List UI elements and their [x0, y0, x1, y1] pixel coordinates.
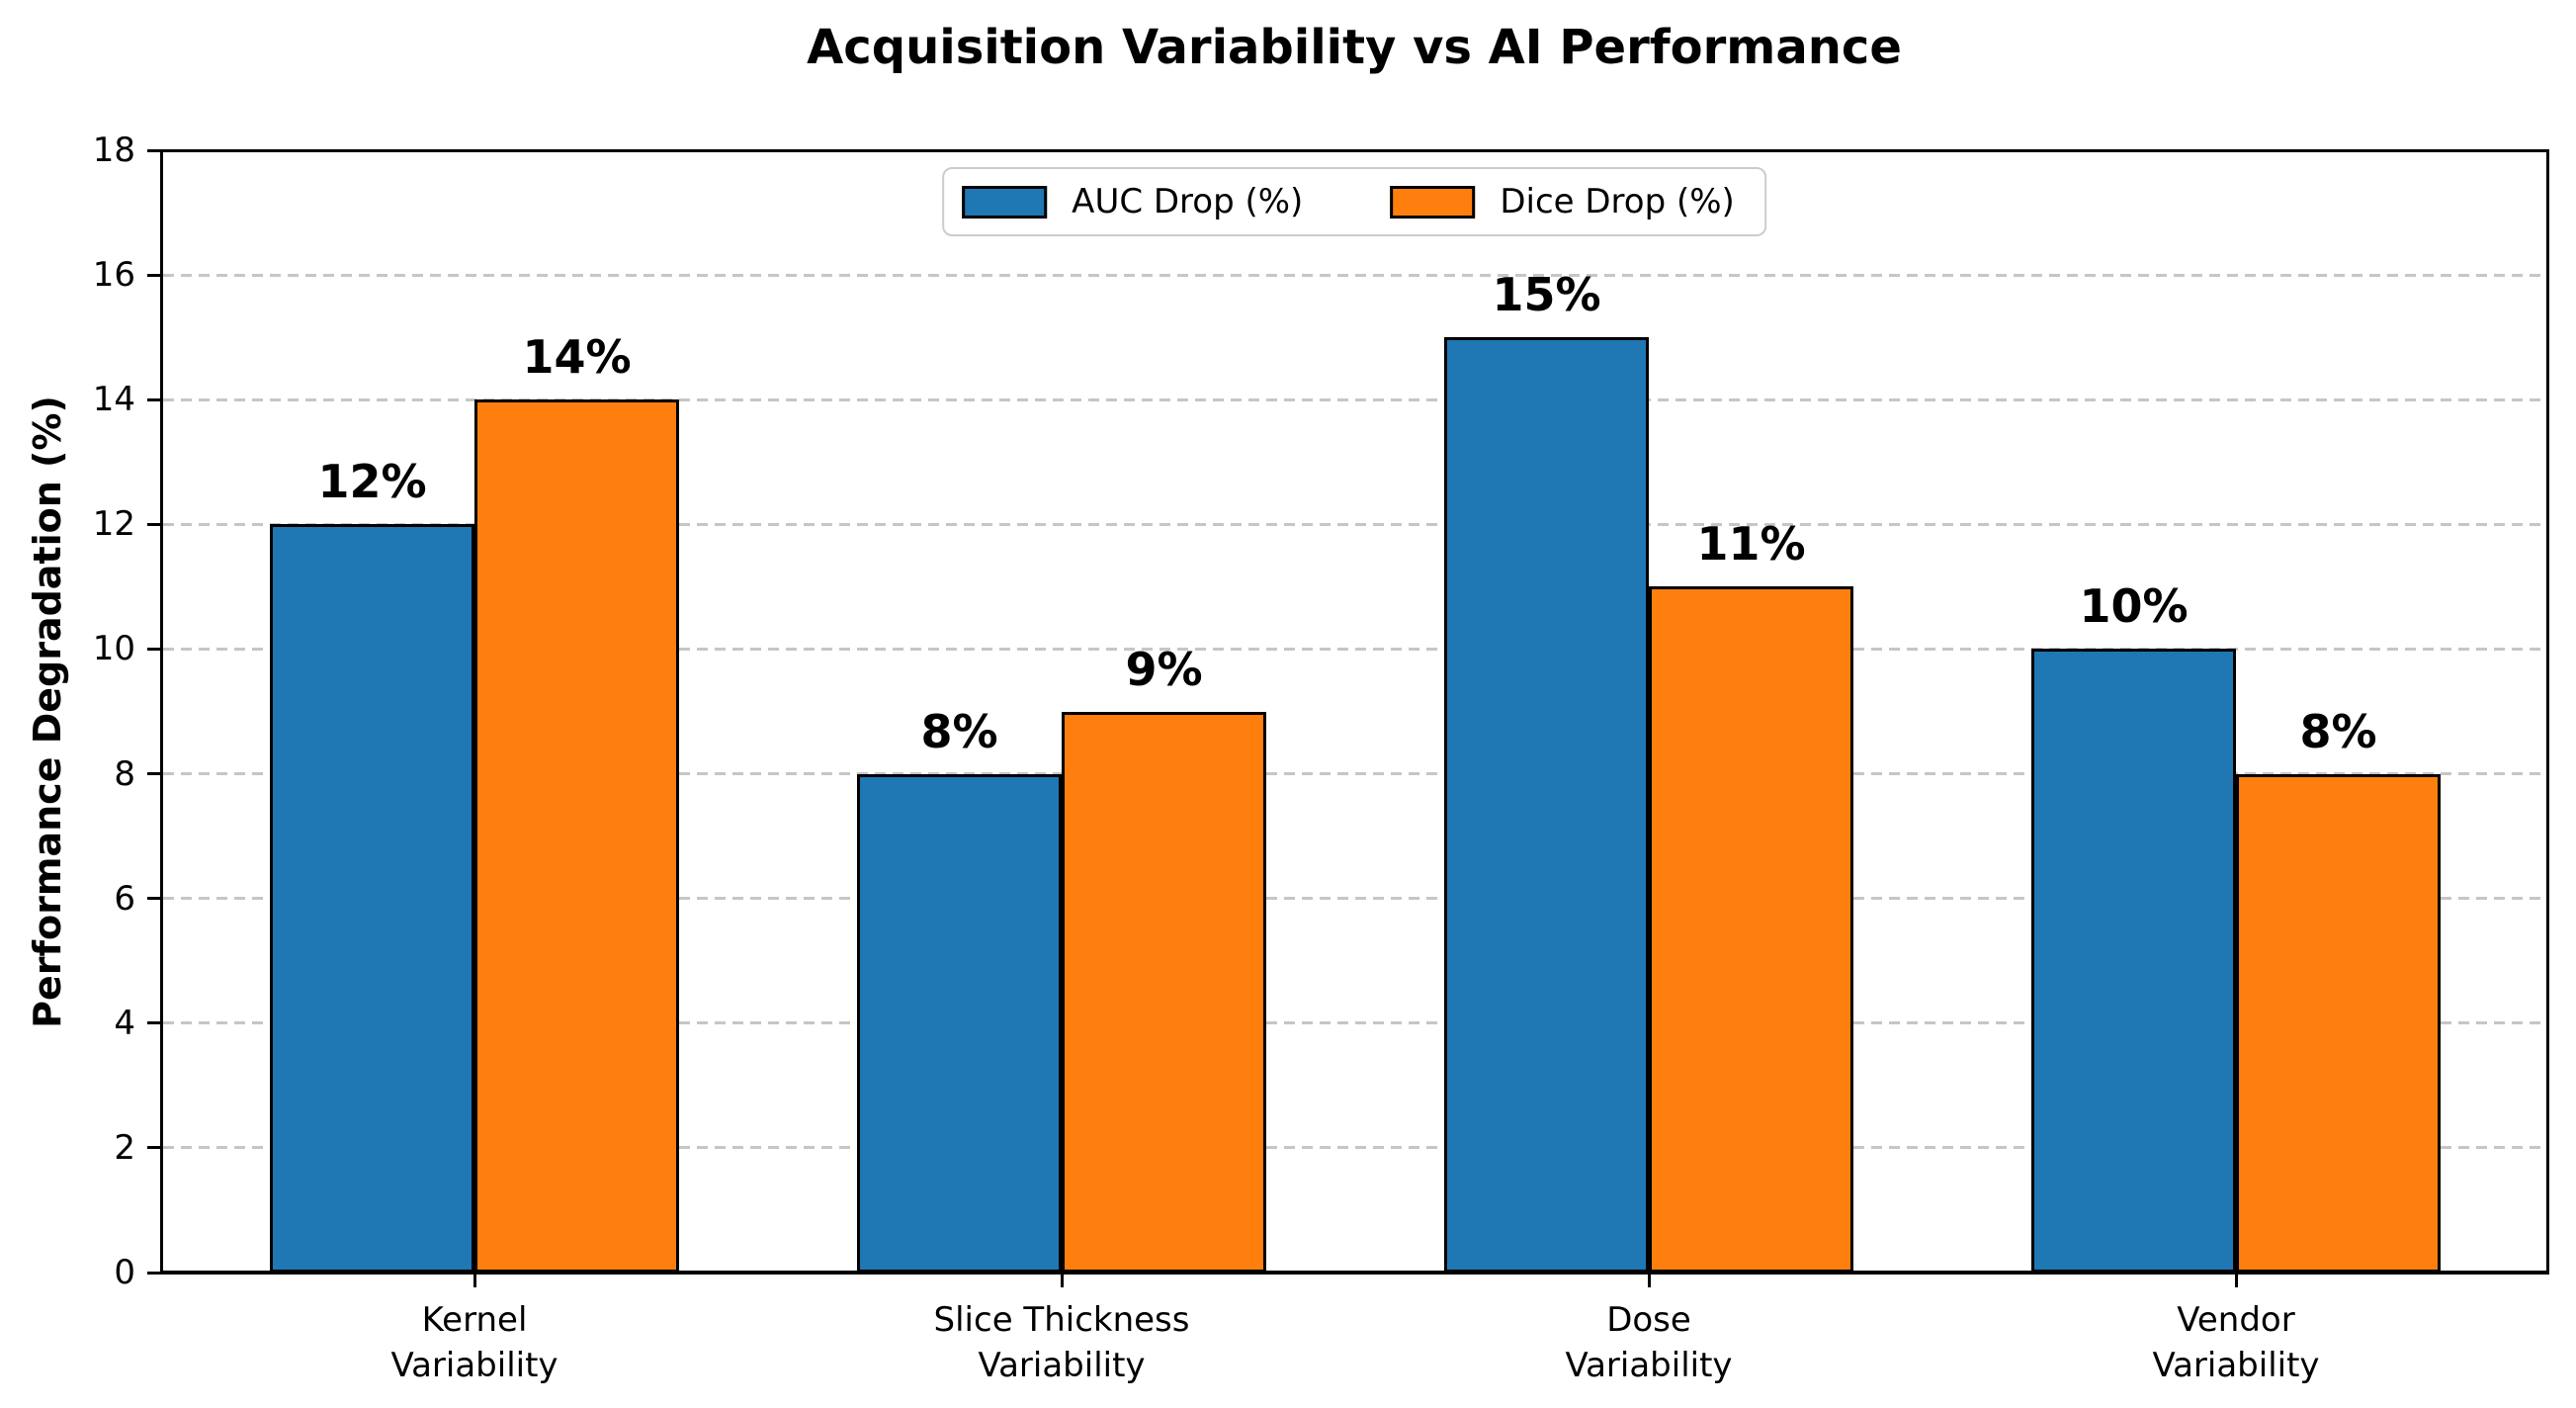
gridline	[163, 273, 2545, 277]
y-tick-label: 16	[92, 255, 135, 296]
y-tick	[147, 1021, 161, 1025]
bar-value-label: 8%	[920, 704, 998, 758]
gridline	[163, 647, 2545, 651]
x-tick	[472, 1274, 476, 1287]
legend-label-dice-drop: Dice Drop (%)	[1500, 182, 1735, 221]
y-tick	[147, 897, 161, 901]
y-tick-label: 8	[114, 753, 135, 794]
y-tick-label: 14	[92, 380, 135, 420]
x-tick	[2234, 1274, 2238, 1287]
y-tick	[147, 397, 161, 401]
legend-label-auc-drop: AUC Drop (%)	[1072, 182, 1304, 221]
bar	[857, 773, 1062, 1273]
legend-swatch-dice-drop	[1390, 185, 1476, 219]
left-spine	[160, 149, 163, 1274]
legend-item-dice-drop: Dice Drop (%)	[1390, 182, 1735, 221]
legend-item-auc-drop: AUC Drop (%)	[962, 182, 1303, 221]
y-tick-label: 10	[92, 629, 135, 669]
bottom-spine	[160, 1271, 2549, 1275]
x-tick-label: Kernel Variability	[390, 1300, 558, 1385]
y-tick-label: 4	[114, 1003, 135, 1043]
y-tick	[147, 647, 161, 651]
top-spine	[160, 149, 2549, 152]
gridline	[163, 897, 2545, 901]
bar-value-label: 9%	[1125, 642, 1203, 696]
x-tick-label: Vendor Variability	[2152, 1300, 2320, 1385]
bar	[270, 524, 474, 1273]
bar	[1649, 586, 1853, 1273]
x-tick	[1647, 1274, 1651, 1287]
bar-value-label: 8%	[2299, 704, 2377, 758]
y-tick	[147, 148, 161, 152]
bar	[1062, 711, 1266, 1273]
x-tick	[1060, 1274, 1064, 1287]
y-tick	[147, 273, 161, 277]
y-tick-label: 0	[114, 1253, 135, 1292]
plot-area: 12% 8% 15% 10% 14% 9% 11% 8% 0 2 4 6 8 10 12 14 16 18 Ker…	[93, 131, 2549, 1385]
bar	[474, 399, 679, 1273]
bar-value-label: 14%	[522, 330, 632, 385]
gridline	[163, 522, 2545, 526]
bar	[2236, 773, 2441, 1273]
legend: AUC Drop (%) Dice Drop (%)	[942, 167, 1766, 236]
legend-swatch-auc-drop	[962, 185, 1048, 219]
bar-value-label: 15%	[1492, 268, 1601, 322]
y-tick	[147, 522, 161, 526]
y-tick	[147, 1271, 161, 1275]
y-axis-label: Performance Degradation (%)	[26, 396, 69, 1028]
y-tick-label: 18	[92, 131, 135, 170]
bar	[1444, 337, 1649, 1273]
chart-title: Acquisition Variability vs AI Performanc…	[807, 20, 1902, 75]
x-tick-label: Dose Variability	[1565, 1300, 1733, 1385]
y-tick	[147, 772, 161, 776]
x-tick-label: Slice Thickness Variability	[933, 1300, 1190, 1385]
y-tick-label: 6	[114, 878, 135, 919]
y-tick-label: 12	[92, 504, 135, 545]
bar-value-label: 11%	[1696, 517, 1806, 572]
bar-value-label: 10%	[2079, 579, 2189, 634]
gridline	[163, 397, 2545, 401]
y-tick-label: 2	[114, 1127, 135, 1168]
bar	[2031, 649, 2236, 1273]
right-spine	[2546, 149, 2549, 1274]
gridline	[163, 772, 2545, 776]
y-tick	[147, 1146, 161, 1150]
gridline	[163, 1021, 2545, 1025]
bar-value-label: 12%	[317, 455, 427, 509]
gridline	[163, 1146, 2545, 1150]
